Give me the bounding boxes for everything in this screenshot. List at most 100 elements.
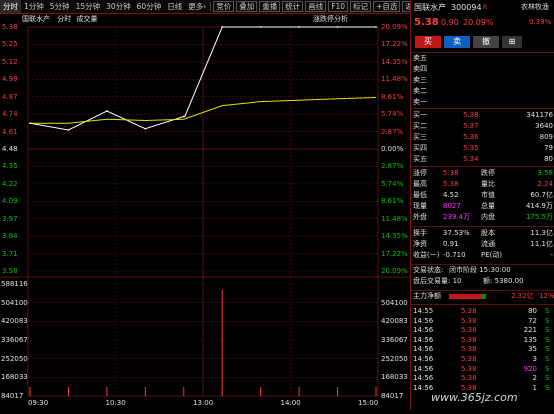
stat-label: 总量 (481, 202, 495, 210)
price-tick-label: 5.38 (2, 23, 18, 31)
price-point (29, 122, 31, 125)
volume-bar (67, 387, 69, 396)
tool-f10-button[interactable]: F10 (328, 1, 349, 12)
period-tab-more[interactable]: 更多› (185, 0, 209, 13)
period-tab-15min[interactable]: 15分钟 (75, 2, 101, 11)
pct-tick-label: 2.87% (381, 162, 404, 171)
bid-row[interactable]: 买二 5.37 3640 (411, 122, 554, 131)
period-tab-intraday[interactable]: 分时 (0, 0, 21, 13)
tool-replay-button[interactable]: 重播 (259, 1, 281, 12)
period-tab-1min[interactable]: 1分钟 (24, 2, 44, 11)
stat-value: 8027 (443, 202, 461, 210)
pct-tick-label: 8.61% (381, 197, 404, 206)
bid-row[interactable]: 买五 5.34 80 (411, 155, 554, 164)
stat-value: 37.53% (443, 229, 470, 237)
bid-row[interactable]: 买四 5.35 79 (411, 144, 554, 153)
grid-icon[interactable]: ⊞ (502, 36, 522, 48)
tool-mark-button[interactable]: 标记 (350, 1, 372, 12)
period-tab-5min[interactable]: 5分钟 (49, 2, 70, 11)
volume-tick-label-right: 252050 (381, 354, 408, 363)
tick-volume: 3 (532, 355, 537, 363)
pct-tick-label: 8.61% (381, 92, 404, 101)
ask-row[interactable]: 卖三 (411, 76, 554, 85)
tick-volume: 80 (528, 307, 537, 315)
price-tick-label: 3.58 (2, 267, 18, 275)
more-label: 更多 (188, 2, 204, 11)
ask-row[interactable]: 卖五 (411, 54, 554, 63)
tool-stats-button[interactable]: 统计 (282, 1, 304, 12)
stat-label: 跌停 (481, 169, 495, 177)
sector-name[interactable]: 农林牧渔 (521, 3, 549, 11)
book-price: 5.38 (463, 111, 479, 119)
add-watchlist-button[interactable]: +自选 (373, 1, 401, 12)
tool-auction-button[interactable]: 竞价 (213, 1, 235, 12)
tick-row[interactable]: 14:56 5.38 135 S (411, 336, 554, 345)
pct-tick-label: 0.00% (381, 145, 404, 153)
after-hours-amount: 额: 5380.00 (483, 277, 524, 285)
price-row: 5.38 0.90 20.09% 0.39% (411, 18, 554, 30)
price-tick-label: 4.74 (2, 110, 18, 119)
tick-row[interactable]: 14:55 5.38 80 S (411, 307, 554, 316)
volume-tick-label-right: 336067 (381, 336, 408, 344)
time-tick-label: 15:00 (358, 399, 379, 407)
volume-tick-label-right: 168033 (381, 373, 408, 382)
stat-value: 4.52 (443, 191, 459, 199)
volume-bar (375, 387, 377, 396)
divider (411, 108, 554, 109)
tick-price: 5.38 (461, 383, 477, 392)
period-tab-30min[interactable]: 30分钟 (106, 2, 131, 11)
stat-row: 现量 8027 总量 414.9万 (411, 202, 554, 211)
tick-row[interactable]: 14:56 5.38 221 S (411, 326, 554, 335)
sell-button[interactable]: 卖 (444, 36, 470, 48)
legend-volume: 成交量 (76, 15, 98, 23)
tool-draw-button[interactable]: 画线 (305, 1, 327, 12)
tick-row[interactable]: 14:56 5.38 3 S (411, 355, 554, 364)
stat-row: 收益(一) -0.710 PE(动) - (411, 251, 554, 260)
stat-row: 最高 5.38 量比 2.24 (411, 180, 554, 189)
stat-label: 最低 (413, 191, 427, 199)
volume-bar (298, 387, 300, 396)
stat-value: 3.58 (537, 169, 553, 177)
trade-status-value: 闭市阶段 15:30:00 (449, 266, 511, 274)
volume-bar (29, 387, 31, 396)
time-tick-label: 09:30 (28, 399, 49, 407)
tool-overlay-button[interactable]: 叠加 (236, 1, 258, 12)
stat-label: 内盘 (481, 213, 495, 221)
tick-price: 5.38 (461, 364, 477, 373)
price-point (336, 26, 339, 28)
limit-analysis-button[interactable]: 涨跌停分析 (313, 15, 348, 23)
tick-time: 14:56 (413, 364, 434, 373)
tick-direction: S (545, 335, 550, 344)
tick-row[interactable]: 14:56 5.38 920 S (411, 365, 554, 374)
stat-value: 414.9万 (525, 202, 553, 210)
volume-tick-label: 168033 (1, 373, 28, 382)
main-flow-label: 主力净额 (413, 292, 441, 300)
stat-label: 最高 (413, 180, 427, 188)
bid-row[interactable]: 买一 5.38 341176 (411, 111, 554, 120)
period-tab-daily[interactable]: 日线 (167, 2, 183, 11)
pct-tick-label: 5.74% (381, 179, 404, 188)
tick-row[interactable]: 14:56 5.38 2 S (411, 374, 554, 383)
main-flow-row[interactable]: 主力净额 2.32亿 12% (411, 292, 554, 301)
bid-row[interactable]: 买三 5.36 809 (411, 133, 554, 142)
tick-row[interactable]: 14:56 5.38 1 S (411, 384, 554, 393)
stat-value: - (550, 251, 553, 259)
tick-volume: 920 (523, 364, 537, 373)
stat-row: 净资 0.91 流通 11.1亿 (411, 240, 554, 249)
price-tick-label: 3.84 (2, 232, 18, 241)
stat-value: 11.1亿 (530, 240, 553, 248)
tick-row[interactable]: 14:56 5.38 72 S (411, 317, 554, 326)
cancel-order-button[interactable]: 撤 (473, 36, 499, 48)
buy-button[interactable]: 买 (415, 36, 441, 48)
ask-row[interactable]: 卖一 (411, 98, 554, 107)
ask-row[interactable]: 卖二 (411, 87, 554, 96)
ask-row[interactable]: 卖四 (411, 65, 554, 74)
price-tick-label: 3.97 (2, 214, 18, 223)
tick-row[interactable]: 14:56 5.38 35 S (411, 345, 554, 354)
intraday-chart[interactable]: 国联水产 分时 成交量 涨跌停分析 5.38 5.25 5.12 4.99 4.87 4.… (0, 14, 410, 410)
stat-value: 5.38 (443, 169, 459, 177)
book-level-label: 买五 (413, 155, 427, 163)
period-tab-60min[interactable]: 60分钟 (136, 2, 162, 11)
price-point (182, 115, 185, 118)
price-tick-label: 4.99 (2, 75, 18, 84)
